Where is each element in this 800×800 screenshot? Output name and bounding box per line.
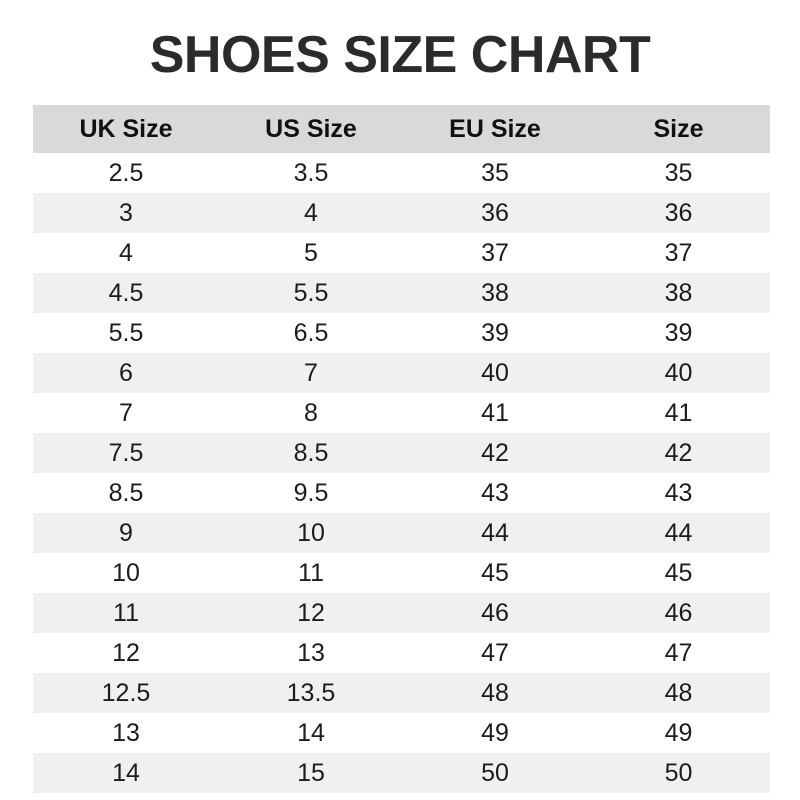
table-row: 4.5 5.5 38 38 — [33, 273, 770, 313]
cell-uk: 5.5 — [108, 318, 144, 347]
cell-eu: 48 — [481, 678, 509, 707]
cell-uk: 11 — [113, 598, 139, 627]
cell-uk: 12.5 — [101, 678, 151, 707]
table-row: 4 5 37 37 — [33, 233, 770, 273]
table-body: 2.5 3.5 35 35 3 4 36 36 4 5 37 37 4.5 5.5 38 38 5.5 6.5 39… — [33, 153, 770, 793]
cell-us: 13.5 — [286, 678, 336, 707]
cell-size: 37 — [664, 238, 693, 267]
cell-size: 45 — [664, 558, 693, 587]
cell-eu: 39 — [481, 318, 509, 347]
cell-eu: 46 — [481, 598, 509, 627]
cell-eu: 38 — [481, 278, 509, 307]
table-row: 12 13 47 47 — [33, 633, 770, 673]
page-title: SHOES SIZE CHART — [149, 26, 651, 84]
cell-uk: 6 — [119, 358, 133, 387]
cell-uk: 8.5 — [108, 478, 144, 507]
cell-us: 7 — [304, 358, 318, 387]
cell-us: 5 — [304, 238, 318, 267]
cell-size: 48 — [664, 678, 693, 707]
cell-size: 50 — [664, 758, 693, 787]
cell-size: 36 — [664, 198, 693, 227]
cell-uk: 7.5 — [108, 438, 144, 467]
cell-us: 5.5 — [293, 278, 329, 307]
cell-uk: 12 — [112, 638, 140, 667]
cell-us: 11 — [298, 558, 324, 587]
cell-uk: 13 — [112, 718, 140, 747]
cell-eu: 45 — [481, 558, 509, 587]
table-header: UK Size US Size EU Size Size — [33, 105, 770, 153]
table-header-row: UK Size US Size EU Size Size — [33, 105, 770, 153]
table-row: 14 15 50 50 — [33, 753, 770, 793]
shoes-size-table: UK Size US Size EU Size Size 2.5 3.5 35 35 3 4 36… — [33, 105, 770, 793]
table-row: 3 4 36 36 — [33, 193, 770, 233]
cell-size: 40 — [664, 358, 693, 387]
cell-eu: 49 — [481, 718, 509, 747]
table-row: 12.5 13.5 48 48 — [33, 673, 770, 713]
cell-size: 47 — [664, 638, 693, 667]
cell-uk: 3 — [119, 198, 133, 227]
table-row: 2.5 3.5 35 35 — [33, 153, 770, 193]
table-row: 6 7 40 40 — [33, 353, 770, 393]
cell-size: 44 — [664, 518, 693, 547]
column-header-eu: EU Size — [449, 114, 541, 143]
cell-us: 12 — [297, 598, 325, 627]
cell-eu: 35 — [481, 158, 509, 187]
cell-us: 9.5 — [293, 478, 329, 507]
column-header-us: US Size — [265, 114, 357, 143]
cell-size: 43 — [664, 478, 693, 507]
cell-uk: 7 — [119, 398, 133, 427]
cell-size: 41 — [664, 398, 693, 427]
cell-eu: 50 — [481, 758, 509, 787]
table-row: 9 10 44 44 — [33, 513, 770, 553]
cell-eu: 37 — [481, 238, 509, 267]
table-row: 8.5 9.5 43 43 — [33, 473, 770, 513]
table-row: 10 11 45 45 — [33, 553, 770, 593]
column-header-uk: UK Size — [79, 114, 173, 143]
cell-size: 39 — [664, 318, 693, 347]
cell-eu: 40 — [481, 358, 509, 387]
cell-eu: 41 — [481, 398, 509, 427]
cell-size: 42 — [664, 438, 693, 467]
cell-eu: 44 — [481, 518, 509, 547]
cell-us: 13 — [297, 638, 325, 667]
cell-eu: 36 — [481, 198, 509, 227]
cell-us: 8.5 — [293, 438, 329, 467]
cell-uk: 9 — [119, 518, 133, 547]
cell-us: 8 — [304, 398, 318, 427]
table-row: 7 8 41 41 — [33, 393, 770, 433]
cell-size: 38 — [664, 278, 693, 307]
cell-eu: 42 — [481, 438, 509, 467]
cell-uk: 4 — [119, 238, 133, 267]
cell-uk: 14 — [112, 758, 140, 787]
cell-us: 10 — [297, 518, 325, 547]
table-row: 11 12 46 46 — [33, 593, 770, 633]
column-header-size: Size — [653, 114, 704, 143]
table-row: 7.5 8.5 42 42 — [33, 433, 770, 473]
table-row: 5.5 6.5 39 39 — [33, 313, 770, 353]
cell-us: 6.5 — [293, 318, 329, 347]
cell-uk: 10 — [112, 558, 140, 587]
cell-eu: 47 — [481, 638, 509, 667]
cell-us: 15 — [297, 758, 325, 787]
cell-uk: 2.5 — [108, 158, 144, 187]
cell-us: 4 — [304, 198, 318, 227]
table-row: 13 14 49 49 — [33, 713, 770, 753]
cell-us: 3.5 — [293, 158, 329, 187]
cell-eu: 43 — [481, 478, 509, 507]
cell-size: 46 — [664, 598, 693, 627]
cell-uk: 4.5 — [108, 278, 144, 307]
cell-size: 35 — [664, 158, 693, 187]
cell-us: 14 — [297, 718, 325, 747]
cell-size: 49 — [664, 718, 693, 747]
